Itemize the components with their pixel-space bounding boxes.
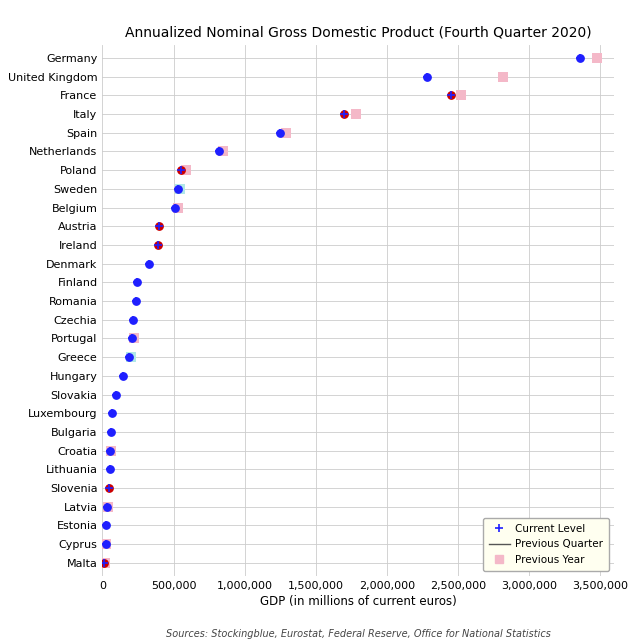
- Point: [124, 352, 134, 362]
- Point: [422, 72, 432, 82]
- Point: [104, 483, 115, 493]
- Point: [153, 240, 163, 250]
- Point: [154, 221, 164, 231]
- Point: [105, 445, 115, 456]
- Point: [351, 109, 361, 119]
- Point: [499, 72, 509, 82]
- Point: [153, 240, 163, 250]
- Point: [108, 408, 118, 419]
- Point: [275, 127, 285, 138]
- Point: [339, 109, 349, 119]
- Point: [101, 520, 111, 531]
- Point: [173, 184, 183, 194]
- Point: [118, 371, 128, 381]
- Point: [456, 90, 466, 100]
- Point: [275, 127, 285, 138]
- Point: [281, 127, 291, 138]
- Point: [100, 558, 110, 568]
- Point: [445, 90, 456, 100]
- Point: [575, 52, 586, 63]
- Point: [154, 221, 164, 231]
- Title: Annualized Nominal Gross Domestic Product (Fourth Quarter 2020): Annualized Nominal Gross Domestic Produc…: [125, 26, 592, 40]
- Point: [101, 520, 111, 531]
- Point: [111, 390, 121, 400]
- Text: Sources: Stockingblue, Eurostat, Federal Reserve, Office for National Statistics: Sources: Stockingblue, Eurostat, Federal…: [166, 628, 551, 639]
- Point: [173, 184, 183, 194]
- X-axis label: GDP (in millions of current euros): GDP (in millions of current euros): [260, 595, 457, 608]
- Point: [176, 165, 186, 175]
- Point: [106, 427, 116, 437]
- Point: [131, 296, 141, 306]
- Point: [125, 352, 136, 362]
- Point: [101, 539, 111, 549]
- Point: [100, 539, 111, 549]
- Point: [173, 202, 183, 212]
- Point: [181, 165, 191, 175]
- Point: [102, 502, 113, 512]
- Point: [176, 165, 186, 175]
- Point: [105, 445, 115, 456]
- Point: [445, 90, 456, 100]
- Point: [575, 52, 586, 63]
- Point: [144, 259, 154, 269]
- Point: [102, 502, 112, 512]
- Point: [104, 483, 115, 493]
- Point: [214, 147, 224, 157]
- Point: [422, 72, 432, 82]
- Point: [124, 352, 134, 362]
- Point: [131, 277, 141, 287]
- Point: [106, 427, 116, 437]
- Point: [100, 539, 111, 549]
- Point: [175, 184, 185, 194]
- Point: [218, 147, 228, 157]
- Point: [129, 333, 139, 344]
- Point: [214, 147, 224, 157]
- Point: [128, 315, 138, 325]
- Point: [144, 259, 154, 269]
- Point: [108, 408, 118, 419]
- Point: [118, 371, 128, 381]
- Point: [170, 202, 180, 212]
- Point: [99, 558, 109, 568]
- Point: [592, 52, 602, 63]
- Point: [339, 109, 349, 119]
- Point: [99, 558, 109, 568]
- Point: [105, 464, 115, 474]
- Point: [131, 277, 141, 287]
- Point: [127, 333, 137, 344]
- Point: [105, 464, 115, 474]
- Legend: Current Level, Previous Quarter, Previous Year: Current Level, Previous Quarter, Previou…: [483, 518, 609, 571]
- Point: [170, 202, 180, 212]
- Point: [131, 296, 141, 306]
- Point: [128, 315, 138, 325]
- Point: [102, 502, 112, 512]
- Point: [127, 333, 137, 344]
- Point: [106, 445, 116, 456]
- Point: [111, 390, 121, 400]
